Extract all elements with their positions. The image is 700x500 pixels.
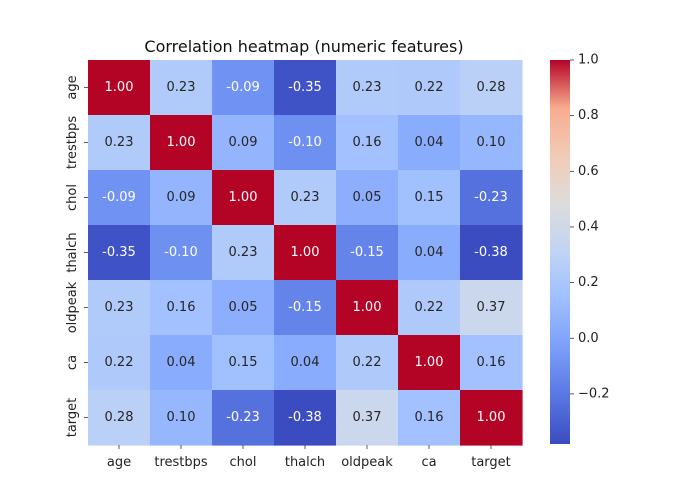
y-axis-ticks: age trestbps chol thalch oldpeak ca target xyxy=(65,75,88,437)
cell-annotation: 0.22 xyxy=(415,300,444,315)
colorbar-tick-label: 0.4 xyxy=(578,219,599,234)
cell-annotation: 0.04 xyxy=(167,355,196,370)
colorbar xyxy=(550,60,570,444)
cell-annotation: -0.15 xyxy=(288,300,322,315)
cell-annotation: -0.15 xyxy=(350,245,384,260)
cell-annotation: -0.10 xyxy=(164,245,198,260)
cell-annotation: 0.10 xyxy=(477,135,506,150)
colorbar-tick-label: 0.6 xyxy=(578,164,599,179)
cell-annotation: 0.04 xyxy=(415,135,444,150)
colorbar-tick-label: 0.8 xyxy=(578,108,599,123)
x-tick-label: ca xyxy=(421,455,436,470)
cell-annotation: 1.00 xyxy=(353,300,382,315)
cell-annotation: -0.23 xyxy=(474,190,508,205)
cell-annotation: -0.10 xyxy=(288,135,322,150)
colorbar-tick-label: 0.0 xyxy=(578,331,599,346)
cell-annotation: 0.23 xyxy=(353,80,382,95)
colorbar-gradient xyxy=(550,60,570,444)
cell-annotation: 1.00 xyxy=(105,80,134,95)
x-tick-label: chol xyxy=(230,455,257,470)
cell-annotation: 0.15 xyxy=(229,355,258,370)
cell-annotation: 0.04 xyxy=(415,245,444,260)
y-tick-label: thalch xyxy=(65,232,80,272)
y-tick-label: trestbps xyxy=(65,116,80,170)
cell-annotation: -0.38 xyxy=(288,410,322,425)
cell-annotation: 0.05 xyxy=(353,190,382,205)
cell-annotation: 0.16 xyxy=(477,355,506,370)
x-tick-label: target xyxy=(471,455,511,470)
cell-annotation: -0.35 xyxy=(102,245,136,260)
colorbar-tick-label: 0.2 xyxy=(578,275,599,290)
cell-annotation: 0.05 xyxy=(229,300,258,315)
x-axis-ticks: age trestbps chol thalch oldpeak ca target xyxy=(107,445,511,470)
cell-annotation: 0.37 xyxy=(477,300,506,315)
cell-annotation: 1.00 xyxy=(291,245,320,260)
x-tick-label: age xyxy=(107,455,131,470)
cell-annotation: 0.22 xyxy=(353,355,382,370)
y-tick-label: target xyxy=(65,398,80,438)
cell-annotation: 0.04 xyxy=(291,355,320,370)
cell-annotation: 0.16 xyxy=(167,300,196,315)
cell-annotation: 0.16 xyxy=(415,410,444,425)
y-tick-label: age xyxy=(65,75,80,99)
cell-annotation: 0.22 xyxy=(415,80,444,95)
cell-annotation: 0.37 xyxy=(353,410,382,425)
cell-annotation: 0.23 xyxy=(229,245,258,260)
cell-annotation: 1.00 xyxy=(477,410,506,425)
colorbar-ticks: −0.2 0.0 0.2 0.4 0.6 0.8 1.0 xyxy=(570,53,610,402)
cell-annotation: -0.23 xyxy=(226,410,260,425)
cell-annotation: 1.00 xyxy=(415,355,444,370)
cell-annotation: 0.23 xyxy=(105,300,134,315)
cell-annotation: -0.38 xyxy=(474,245,508,260)
cell-annotation: 0.28 xyxy=(477,80,506,95)
colorbar-tick-label: −0.2 xyxy=(578,386,610,401)
x-tick-label: trestbps xyxy=(154,455,208,470)
cell-annotation: 0.09 xyxy=(167,190,196,205)
x-tick-label: thalch xyxy=(285,455,325,470)
cell-annotation: 0.16 xyxy=(353,135,382,150)
y-tick-label: ca xyxy=(65,355,80,370)
y-tick-label: oldpeak xyxy=(65,281,80,333)
x-tick-label: oldpeak xyxy=(341,455,393,470)
cell-annotation: 1.00 xyxy=(229,190,258,205)
colorbar-tick-label: 1.0 xyxy=(578,53,599,68)
cell-annotation: -0.35 xyxy=(288,80,322,95)
cell-annotation: 0.15 xyxy=(415,190,444,205)
cell-annotation: -0.09 xyxy=(102,190,136,205)
cell-annotation: 0.10 xyxy=(167,410,196,425)
cell-annotation: 0.23 xyxy=(105,135,134,150)
cell-annotation: 1.00 xyxy=(167,135,196,150)
cell-annotation: 0.22 xyxy=(105,355,134,370)
cell-annotation: 0.23 xyxy=(291,190,320,205)
cell-annotation: 0.28 xyxy=(105,410,134,425)
cell-annotation: 0.09 xyxy=(229,135,258,150)
cell-annotation: 0.23 xyxy=(167,80,196,95)
y-tick-label: chol xyxy=(65,184,80,211)
chart-title: Correlation heatmap (numeric features) xyxy=(144,37,463,56)
cell-annotation: -0.09 xyxy=(226,80,260,95)
